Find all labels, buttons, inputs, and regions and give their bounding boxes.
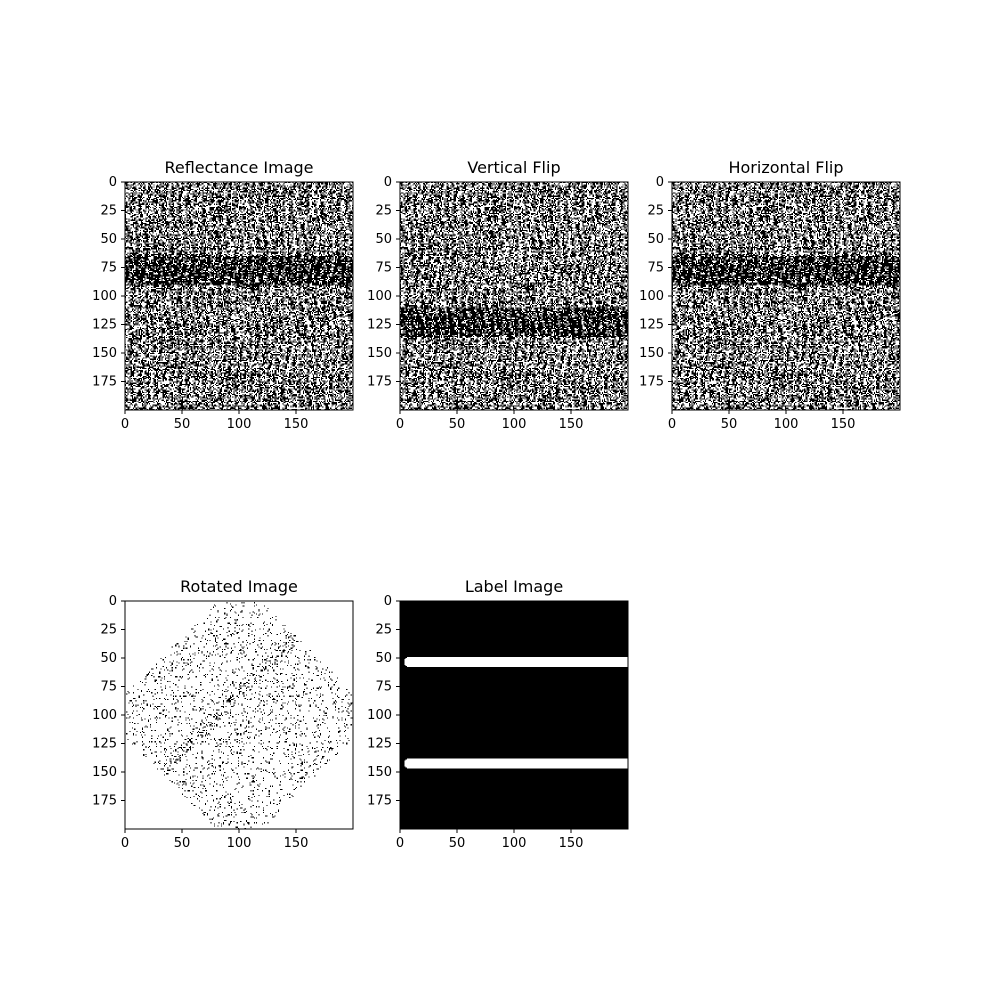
y-tick-label: 50 <box>375 651 392 666</box>
y-tick-label: 100 <box>367 289 392 304</box>
y-tick-label: 125 <box>639 318 664 333</box>
panel-title: Vertical Flip <box>467 158 560 177</box>
y-tick-label: 25 <box>375 204 392 219</box>
y-tick-label: 125 <box>367 737 392 752</box>
x-tick-label: 150 <box>284 417 309 432</box>
y-tick-label: 175 <box>367 794 392 809</box>
y-tick-label: 75 <box>375 261 392 276</box>
panel-title: Label Image <box>465 577 563 596</box>
panel-image <box>125 601 353 829</box>
x-tick-label: 100 <box>774 417 799 432</box>
x-tick-label: 150 <box>831 417 856 432</box>
x-tick-label: 50 <box>449 417 466 432</box>
y-tick-label: 175 <box>367 375 392 390</box>
y-tick-label: 75 <box>375 680 392 695</box>
y-tick-label: 50 <box>100 651 117 666</box>
y-tick-label: 0 <box>109 175 117 190</box>
y-tick-label: 50 <box>647 232 664 247</box>
y-tick-label: 150 <box>92 346 117 361</box>
x-tick-label: 100 <box>502 836 527 851</box>
y-tick-label: 150 <box>367 346 392 361</box>
y-tick-label: 25 <box>647 204 664 219</box>
panel-image <box>400 182 628 410</box>
x-tick-label: 100 <box>227 417 252 432</box>
panel-image <box>672 182 900 410</box>
y-tick-label: 125 <box>92 318 117 333</box>
panel-title: Rotated Image <box>180 577 298 596</box>
panel-title: Reflectance Image <box>164 158 313 177</box>
y-tick-label: 100 <box>639 289 664 304</box>
x-tick-label: 50 <box>449 836 466 851</box>
x-tick-label: 0 <box>396 836 404 851</box>
y-tick-label: 175 <box>639 375 664 390</box>
y-tick-label: 25 <box>100 623 117 638</box>
y-tick-label: 150 <box>92 765 117 780</box>
x-tick-label: 150 <box>559 836 584 851</box>
x-tick-label: 50 <box>721 417 738 432</box>
x-tick-label: 100 <box>502 417 527 432</box>
y-tick-label: 50 <box>100 232 117 247</box>
y-tick-label: 75 <box>647 261 664 276</box>
x-tick-label: 150 <box>559 417 584 432</box>
y-tick-label: 150 <box>367 765 392 780</box>
y-tick-label: 75 <box>100 680 117 695</box>
x-tick-label: 50 <box>174 836 191 851</box>
x-tick-label: 0 <box>396 417 404 432</box>
panel-0: Reflectance Image 0 50 100 150 0 25 50 75 100 125 1… <box>92 158 354 432</box>
y-tick-label: 25 <box>100 204 117 219</box>
y-tick-label: 125 <box>367 318 392 333</box>
y-tick-label: 25 <box>375 623 392 638</box>
panel-3: Rotated Image 0 50 100 150 0 25 50 75 100 125 150 17… <box>92 577 354 851</box>
x-tick-label: 0 <box>121 417 129 432</box>
panel-2: Horizontal Flip 0 50 100 150 0 25 50 75 100 125 150… <box>639 158 901 432</box>
y-tick-label: 0 <box>384 175 392 190</box>
panel-title: Horizontal Flip <box>728 158 843 177</box>
x-tick-label: 100 <box>227 836 252 851</box>
x-tick-label: 0 <box>668 417 676 432</box>
y-tick-label: 100 <box>367 708 392 723</box>
x-tick-label: 150 <box>284 836 309 851</box>
x-tick-label: 50 <box>174 417 191 432</box>
y-tick-label: 100 <box>92 289 117 304</box>
x-tick-label: 0 <box>121 836 129 851</box>
y-tick-label: 75 <box>100 261 117 276</box>
y-tick-label: 125 <box>92 737 117 752</box>
y-tick-label: 175 <box>92 794 117 809</box>
panel-image <box>400 601 628 829</box>
y-tick-label: 0 <box>656 175 664 190</box>
y-tick-label: 0 <box>109 594 117 609</box>
y-tick-label: 100 <box>92 708 117 723</box>
y-tick-label: 150 <box>639 346 664 361</box>
y-tick-label: 175 <box>92 375 117 390</box>
y-tick-label: 0 <box>384 594 392 609</box>
panel-image <box>125 182 353 410</box>
y-tick-label: 50 <box>375 232 392 247</box>
panel-4: Label Image 0 50 100 150 0 25 50 75 100 125 150 175 <box>367 577 629 851</box>
panel-1: Vertical Flip 0 50 100 150 0 25 50 75 100 125 150 17… <box>367 158 629 432</box>
